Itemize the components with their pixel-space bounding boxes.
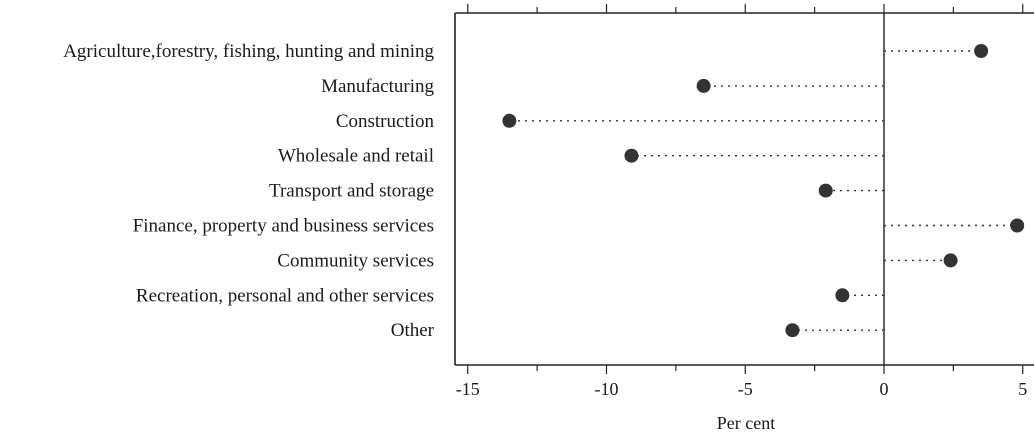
data-point [785, 323, 800, 338]
category-label: Transport and storage [269, 181, 434, 202]
x-tick-label: 0 [880, 379, 889, 399]
data-point [943, 253, 958, 268]
x-tick-label: -10 [595, 379, 619, 399]
x-tick-label: 5 [1018, 379, 1027, 399]
data-point [502, 113, 517, 128]
data-points [502, 44, 1025, 338]
x-tick-label: -15 [456, 379, 480, 399]
data-point [818, 183, 833, 198]
category-label: Recreation, personal and other services [136, 285, 434, 306]
data-point [835, 288, 850, 303]
category-label: Construction [336, 111, 435, 132]
x-axis-title: Per cent [717, 413, 775, 433]
category-label: Community services [277, 250, 434, 271]
plot-frame [454, 12, 1034, 366]
category-label: Wholesale and retail [278, 146, 434, 167]
category-labels: Agriculture,forestry, fishing, hunting a… [63, 41, 434, 341]
x-tick-label: -5 [738, 379, 753, 399]
data-point [696, 78, 711, 93]
data-point [624, 148, 639, 163]
category-label: Finance, property and business services [133, 216, 434, 237]
connector-lines [509, 50, 1018, 331]
category-label: Other [391, 320, 435, 341]
x-axis-ticks: -15 -10 -5 0 5 [456, 4, 1027, 399]
category-label: Manufacturing [321, 76, 434, 97]
data-point [974, 44, 989, 58]
category-label: Agriculture,forestry, fishing, hunting a… [63, 41, 434, 62]
data-point [1010, 218, 1025, 233]
